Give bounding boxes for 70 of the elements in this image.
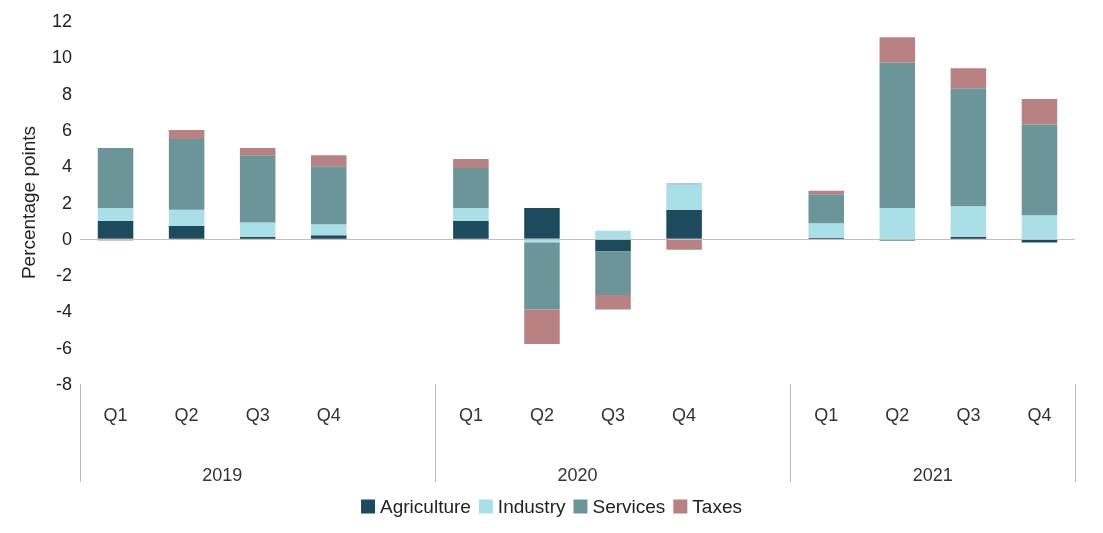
- bar: [310, 224, 347, 236]
- bar: [97, 207, 134, 221]
- x-tick-label: Q4: [1027, 405, 1052, 425]
- bar: [666, 184, 702, 210]
- bar: [808, 194, 845, 224]
- x-tick-label: Q3: [956, 405, 981, 425]
- bar: [1021, 124, 1058, 216]
- x-tick-label: Q1: [458, 405, 483, 425]
- y-tick-label: 4: [61, 156, 72, 177]
- bar: [168, 138, 205, 210]
- bar: [1021, 99, 1058, 125]
- y-tick-label: 10: [51, 47, 72, 68]
- bar: [453, 220, 489, 239]
- bar: [524, 242, 560, 310]
- bar: [950, 88, 987, 207]
- legend-label: Taxes: [692, 496, 742, 517]
- bar: [879, 62, 916, 208]
- y-tick-label: 8: [61, 83, 72, 104]
- x-tick-label: Q4: [672, 405, 697, 425]
- x-tick-label: Q1: [814, 405, 839, 425]
- bar: [666, 209, 702, 239]
- y-tick-label: 6: [61, 119, 72, 140]
- bar: [879, 207, 916, 239]
- bar: [950, 206, 987, 237]
- y-tick-label: -6: [55, 337, 72, 358]
- x-tick-label: Q4: [316, 405, 341, 425]
- bar: [1021, 215, 1058, 239]
- x-tick-label: Q2: [529, 405, 554, 425]
- text: 2019: [202, 465, 243, 485]
- bar: [239, 155, 276, 223]
- bar: [168, 129, 205, 139]
- bar: [595, 251, 631, 296]
- bar: [595, 230, 631, 239]
- legend-label: Services: [592, 496, 666, 517]
- bar: [310, 166, 347, 225]
- y-tick-label: 12: [51, 11, 72, 31]
- bar: [524, 207, 560, 239]
- bar: [239, 222, 276, 237]
- x-tick-label: Q1: [103, 405, 128, 425]
- legend-label: Agriculture: [380, 496, 471, 517]
- bar: [524, 309, 560, 345]
- y-tick-label: -4: [55, 301, 72, 322]
- bar: [310, 235, 347, 239]
- bar: [168, 226, 205, 239]
- bar: [595, 295, 631, 310]
- y-tick-label: -8: [55, 374, 72, 394]
- text: 2021: [912, 465, 953, 485]
- bar: [168, 209, 205, 227]
- y-tick-label: 0: [61, 228, 72, 249]
- bar: [453, 158, 489, 169]
- bar: [239, 148, 276, 156]
- bar: [666, 238, 702, 250]
- bar: [595, 238, 631, 252]
- bar: [97, 220, 134, 239]
- x-tick-label: Q3: [245, 405, 270, 425]
- text: 2020: [557, 465, 598, 485]
- legend-label: Industry: [497, 496, 566, 517]
- y-tick-label: -2: [55, 265, 72, 286]
- bar: [310, 155, 347, 167]
- bar: [950, 68, 987, 89]
- x-tick-label: Q2: [885, 405, 910, 425]
- x-tick-label: Q2: [174, 405, 199, 425]
- y-axis-title: Percentage points: [18, 125, 39, 280]
- y-tick-label: 2: [61, 192, 72, 213]
- bar: [879, 37, 916, 63]
- bar: [808, 223, 845, 238]
- x-tick-label: Q3: [601, 405, 626, 425]
- bar: [453, 207, 489, 221]
- bar: [453, 168, 489, 208]
- bar: [97, 148, 134, 208]
